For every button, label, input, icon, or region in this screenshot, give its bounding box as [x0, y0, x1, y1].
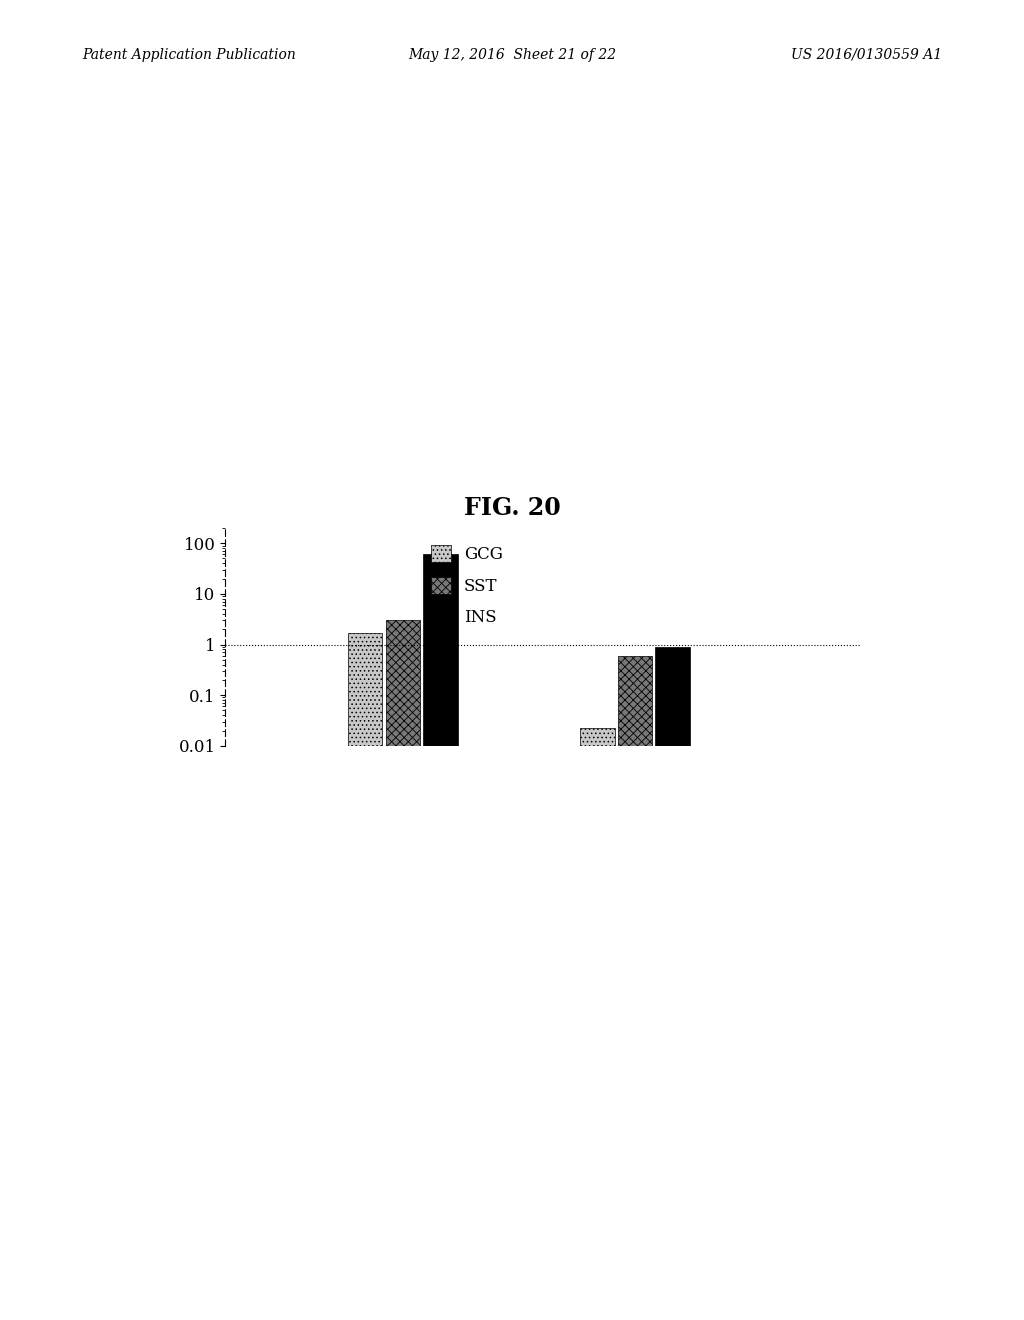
- Text: Patent Application Publication: Patent Application Publication: [82, 48, 296, 62]
- Legend: GCG, SST, INS: GCG, SST, INS: [424, 539, 510, 634]
- Text: US 2016/0130559 A1: US 2016/0130559 A1: [791, 48, 942, 62]
- Bar: [385, 620, 420, 1320]
- Bar: [655, 647, 690, 1320]
- Bar: [580, 729, 614, 1320]
- Text: FIG. 20: FIG. 20: [464, 496, 560, 520]
- Bar: [617, 656, 652, 1320]
- Bar: [348, 632, 383, 1320]
- Text: May 12, 2016  Sheet 21 of 22: May 12, 2016 Sheet 21 of 22: [408, 48, 616, 62]
- Bar: [423, 554, 458, 1320]
